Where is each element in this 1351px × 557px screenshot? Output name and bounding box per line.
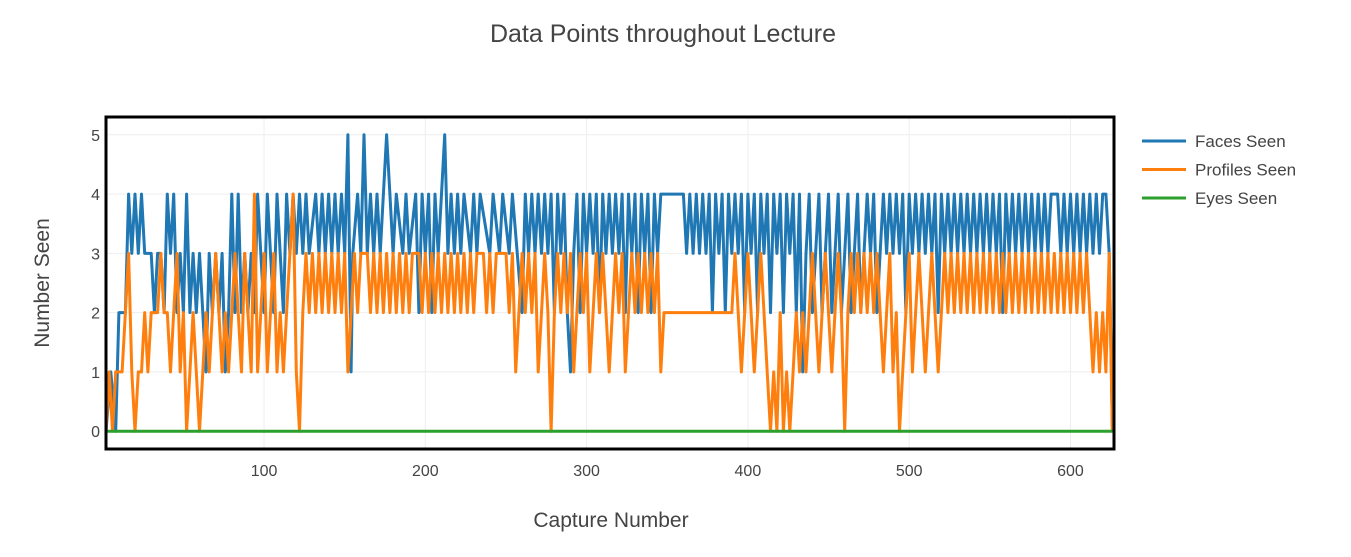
plot-frame xyxy=(104,115,1116,451)
tick-labels: 100 200 300 400 500 600 0 1 2 3 4 5 xyxy=(91,128,1084,480)
legend-item-eyes-seen[interactable]: Eyes Seen xyxy=(1142,189,1277,208)
series-line-profiles-seen xyxy=(104,192,1114,433)
legend-item-faces-seen[interactable]: Faces Seen xyxy=(1142,132,1286,151)
legend-item-profiles-seen[interactable]: Profiles Seen xyxy=(1142,161,1296,180)
y-tick-label: 5 xyxy=(91,128,100,145)
y-tick-label: 2 xyxy=(91,306,100,323)
x-tick-label: 300 xyxy=(573,463,600,480)
y-tick-label: 0 xyxy=(91,424,100,441)
x-tick-label: 500 xyxy=(896,463,923,480)
legend-label: Eyes Seen xyxy=(1195,189,1277,208)
series-lines xyxy=(104,133,1114,433)
x-tick-label: 100 xyxy=(251,463,278,480)
legend-label: Faces Seen xyxy=(1195,132,1286,151)
legend: Faces Seen Profiles Seen Eyes Seen xyxy=(1142,132,1296,208)
legend-label: Profiles Seen xyxy=(1195,161,1296,180)
chart-title: Data Points throughout Lecture xyxy=(490,20,836,48)
x-axis-title: Capture Number xyxy=(533,509,688,532)
y-axis-title: Number Seen xyxy=(31,218,54,348)
x-tick-label: 600 xyxy=(1057,463,1084,480)
x-tick-label: 200 xyxy=(412,463,439,480)
y-tick-label: 4 xyxy=(91,187,100,204)
y-tick-label: 1 xyxy=(91,365,100,382)
y-tick-label: 3 xyxy=(91,246,100,263)
x-tick-label: 400 xyxy=(735,463,762,480)
